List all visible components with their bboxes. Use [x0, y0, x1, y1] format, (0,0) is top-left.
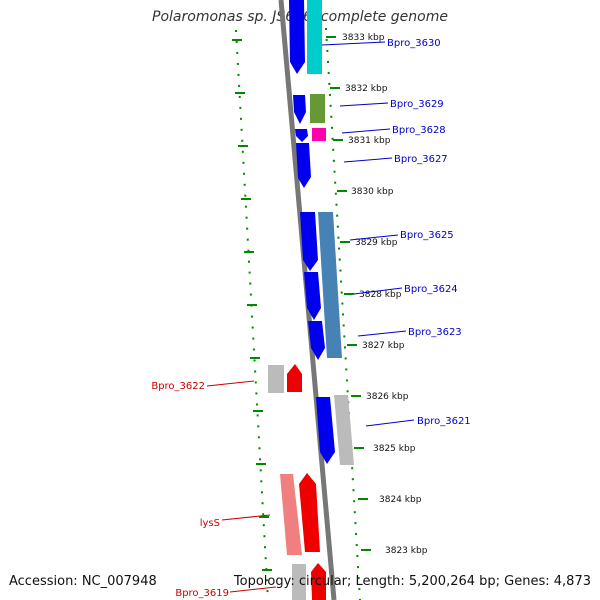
gene-bpro-3621[interactable] — [316, 397, 335, 464]
gene-bpro-3628[interactable] — [295, 129, 308, 142]
forward-genes — [289, 0, 335, 464]
kbp-label: 3824 kbp — [379, 495, 422, 505]
gene-bpro-3623[interactable] — [308, 321, 325, 360]
gene-label-bpro-3630[interactable]: Bpro_3630 — [387, 38, 441, 49]
outer-tick-track — [235, 27, 361, 600]
gene-bpro-3624[interactable] — [304, 272, 321, 320]
cog-bars — [307, 0, 354, 465]
gene-label-bpro-3627[interactable]: Bpro_3627 — [394, 154, 448, 165]
accession-text: Accession: NC_007948 — [9, 574, 157, 589]
gene-label-bpro-3621[interactable]: Bpro_3621 — [417, 416, 471, 427]
gene-label-bpro-3622[interactable]: Bpro_3622 — [151, 381, 205, 392]
kbp-label: 3832 kbp — [345, 84, 388, 94]
gene-bpro-3630[interactable] — [289, 0, 305, 74]
kbp-label: 3826 kbp — [366, 392, 409, 402]
cog-bar-3629 — [310, 94, 325, 123]
kbp-label: 3825 kbp — [373, 444, 416, 454]
gene-label-bpro-3619[interactable]: Bpro_3619 — [175, 588, 229, 599]
gene-label-bpro-3625[interactable]: Bpro_3625 — [400, 230, 454, 241]
kbp-label: 3828 kbp — [359, 290, 402, 300]
gene-label-lyss[interactable]: lysS — [200, 518, 220, 529]
kbp-label: 3833 kbp — [342, 33, 385, 43]
cog-bar-3619 — [292, 564, 306, 600]
cog-bar-lyss — [280, 474, 302, 555]
gene-lyss[interactable] — [299, 473, 320, 552]
label-leaders — [206, 41, 415, 593]
kbp-label: 3827 kbp — [362, 341, 405, 351]
right-kbp-ticks — [326, 36, 371, 551]
kbp-labels: 3833 kbp 3832 kbp 3831 kbp 3830 kbp 3829… — [342, 33, 428, 556]
gene-bpro-3622[interactable] — [287, 364, 302, 392]
cog-bar-3622 — [268, 365, 284, 393]
gene-bpro-3619[interactable] — [311, 563, 326, 600]
kbp-label: 3823 kbp — [385, 546, 428, 556]
kbp-label: 3829 kbp — [355, 238, 398, 248]
gene-label-bpro-3623[interactable]: Bpro_3623 — [408, 327, 462, 338]
gene-bpro-3629[interactable] — [293, 95, 306, 124]
topology-summary: Topology: circular; Length: 5,200,264 bp… — [233, 574, 591, 589]
gene-label-bpro-3629[interactable]: Bpro_3629 — [390, 99, 444, 110]
gene-bpro-3627[interactable] — [296, 143, 311, 188]
kbp-label: 3830 kbp — [351, 187, 394, 197]
cog-bar-3625 — [318, 212, 342, 358]
gene-labels: Bpro_3630 Bpro_3629 Bpro_3628 Bpro_3627 … — [151, 38, 470, 599]
gene-label-bpro-3628[interactable]: Bpro_3628 — [392, 125, 446, 136]
kbp-label: 3831 kbp — [348, 136, 391, 146]
cog-bar-3630 — [307, 0, 322, 74]
cog-bar-3628 — [312, 128, 326, 141]
gene-label-bpro-3624[interactable]: Bpro_3624 — [404, 284, 458, 295]
left-major-ticks — [232, 39, 272, 571]
cog-bar-3621 — [334, 395, 354, 465]
reverse-genes — [268, 364, 326, 600]
gene-bpro-3625[interactable] — [300, 212, 318, 271]
